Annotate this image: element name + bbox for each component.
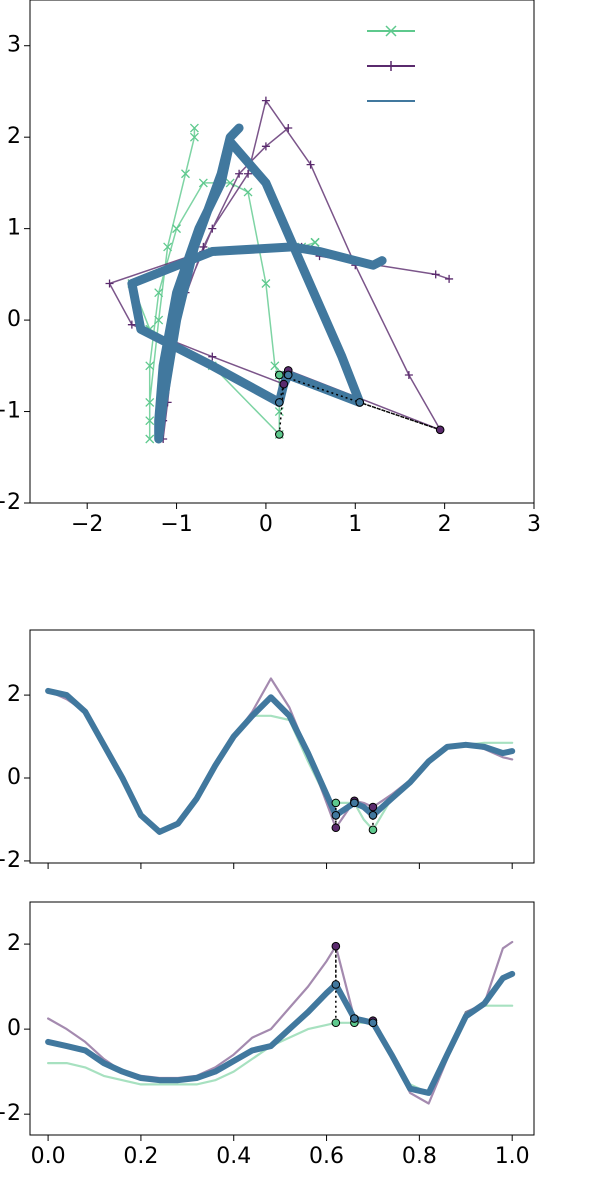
y-tick-label: 3 [7,33,21,58]
plot-area [45,940,516,1105]
y-tick-label: −2 [0,1101,21,1126]
point-marker [270,361,280,371]
highlight-point [275,370,284,380]
highlight-point [350,798,359,808]
point-marker [145,397,155,407]
y-tick-label: 2 [7,931,21,956]
point-marker [198,178,208,188]
x-tick-label: 0.8 [402,1144,437,1169]
highlight-point [331,980,341,989]
highlight-point [350,1014,359,1023]
point-marker [163,242,173,252]
series-line [127,123,387,444]
highlight-point [435,425,445,435]
point-marker [208,352,217,361]
series-line [45,687,516,835]
x-tick-label: 0.4 [216,1144,251,1169]
x-tick-label: 0 [259,512,273,537]
point-marker [431,270,440,279]
plot-area [105,96,454,444]
point-marker [310,237,320,247]
highlight-point [368,802,378,812]
y-tick-label: 2 [7,682,21,707]
highlight-point [275,430,284,439]
legend-marker [385,25,397,37]
x-tick-label: 3 [527,512,541,537]
point-marker [105,279,114,288]
point-marker [244,169,253,178]
x-tick-label: 2 [438,512,452,537]
point-marker [145,361,155,371]
highlight-point [331,1018,341,1028]
point-marker [145,434,155,444]
highlight-point [331,941,341,951]
highlight-point [368,1018,378,1028]
point-marker [284,124,293,133]
point-marker [181,169,190,179]
series-line [47,677,514,833]
highlight-point [331,823,341,833]
highlight-point [279,379,289,389]
point-marker [189,123,199,133]
point-marker [172,224,182,234]
x-tick-label: 0.0 [31,1144,66,1169]
point-marker [445,274,454,283]
y-tick-label: 0 [7,765,21,790]
point-marker [208,224,217,233]
y-tick-label: −2 [0,490,21,515]
x-tick-label: 0.2 [123,1144,158,1169]
point-marker [127,320,136,329]
y-tick-label: 2 [7,124,21,149]
x-tick-label: 1.0 [495,1144,530,1169]
x-tick-label: 0.6 [309,1144,344,1169]
point-marker [261,96,270,105]
point-marker [404,370,413,379]
highlight-point [283,370,293,380]
point-marker [243,187,253,197]
axes-frame [29,0,535,504]
y-tick-label: −2 [0,848,21,873]
highlight-point [368,811,378,820]
y-tick-label: 1 [7,216,21,241]
y-tick-label: 0 [7,307,21,332]
x-tick-label: −2 [71,512,103,537]
series-line [47,689,514,833]
highlight-point [355,398,365,407]
axes-frame [29,901,535,1136]
point-marker [235,169,244,178]
highlight-point [331,798,341,808]
highlight-point [275,398,284,407]
point-marker [261,279,271,288]
point-marker [261,142,270,151]
y-tick-label: −1 [0,399,21,424]
axes-frame [29,629,535,864]
highlight-point [331,811,341,820]
y-tick-label: 0 [7,1016,21,1041]
x-tick-label: 1 [348,512,362,537]
x-tick-label: −1 [160,512,192,537]
series-line [45,970,516,1096]
point-marker [145,416,155,426]
highlight-point [368,825,378,835]
connector [279,374,441,431]
point-marker [189,132,199,142]
point-marker [154,315,164,325]
point-marker [306,160,315,169]
plot-area [45,677,516,835]
point-marker [154,288,164,298]
